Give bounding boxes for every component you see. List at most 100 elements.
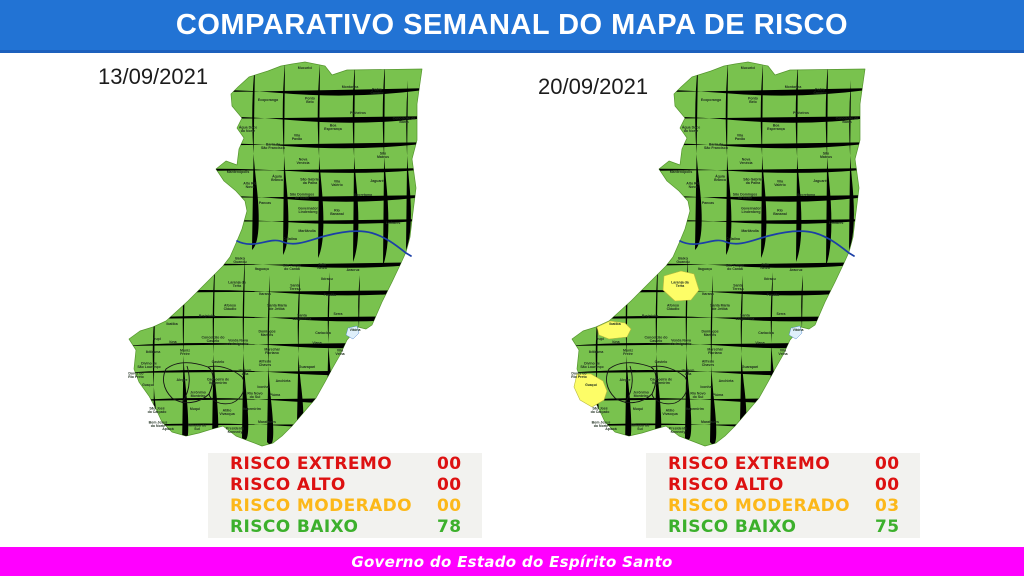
municipality-label: Governador Lindenberg: [741, 206, 761, 214]
municipality-label: Água Doce do Norte: [239, 124, 257, 133]
legend-label: RISCO MODERADO: [668, 496, 851, 516]
municipality-label: Brejetuba: [199, 314, 215, 318]
municipality-label: Montanha: [785, 85, 802, 89]
municipality-label: Vila Valério: [774, 179, 785, 187]
municipality-label: Alfredo Chaves: [702, 359, 715, 367]
moderate-risk-area-guacui: [573, 373, 608, 408]
municipality-label: Águia Branca: [714, 173, 726, 182]
municipality-label: Rio Bananal: [773, 208, 787, 216]
municipality-label: Dores do Rio Preto: [128, 371, 144, 379]
municipality-label: Ibitirama: [146, 350, 161, 354]
municipality-label: Viana: [312, 341, 321, 345]
municipality-label: Jerônimo Monteiro: [633, 390, 649, 398]
municipality-labels: Mucurici Montanha Pedro Canário Ecoporanga Po…: [571, 66, 858, 434]
municipality-label: João Neiva: [317, 262, 326, 270]
municipality-label: Marataízes: [701, 420, 719, 424]
municipality-label: Atílio Vivacqua: [219, 408, 234, 416]
municipality-label: Ponto Belo: [748, 96, 758, 104]
municipality-label: Santa Leopoldina: [736, 313, 755, 321]
municipality-label: Santa Maria de Jetibá: [267, 303, 287, 311]
municipality-label: Ibitirama: [589, 350, 604, 354]
municipality-label: Santa Teresa: [732, 283, 743, 291]
municipality-label: Linhares: [386, 221, 401, 225]
legend-row-baixo: RISCO BAIXO 78: [208, 517, 482, 538]
legend-value: 78: [437, 517, 462, 537]
municipality-label: Mucurici: [741, 66, 755, 70]
municipality-label: Vitória: [350, 328, 361, 332]
municipality-label: Pinheiros: [793, 111, 809, 115]
municipality-label: João Neiva: [760, 262, 769, 270]
municipality-label: Linhares: [829, 221, 844, 225]
municipality-labels: Mucurici Montanha Pedro Canário Ecoporanga Po…: [128, 66, 415, 434]
legend-label: RISCO MODERADO: [230, 496, 413, 516]
risk-legend-right: RISCO EXTREMO 00 RISCO ALTO 00 RISCO MOD…: [646, 453, 920, 538]
municipality-label: Iúna: [169, 340, 176, 344]
municipality-label: Castelo: [655, 360, 668, 364]
municipality-label: Alegre: [620, 378, 631, 382]
municipality-label: São José do Calçado: [148, 406, 167, 414]
legend-value: 00: [437, 454, 462, 474]
municipality-label: Presidente Kennedy: [669, 426, 687, 434]
municipality-label: Aracruz: [789, 268, 802, 272]
municipality-label: Brejetuba: [642, 314, 658, 318]
municipality-label: Vila Pavão: [292, 133, 302, 141]
moderate-risk-area-ibatiba: [596, 320, 632, 340]
municipality-label: Vargem Alta: [682, 368, 695, 376]
municipality-label: Santa Maria de Jetibá: [710, 303, 730, 311]
municipality-label: Ibiraçu: [764, 277, 775, 281]
municipality-label: Laranja da Terra: [228, 280, 246, 288]
municipality-label: Domingos Martins: [701, 329, 718, 337]
municipality-label: Marilândia: [741, 229, 758, 233]
municipality-label: São Domingos do Norte: [733, 192, 758, 200]
municipality-label: Ibatiba: [609, 322, 620, 326]
municipality-label: Presidente Kennedy: [226, 426, 244, 434]
municipality-label: Alto Rio Novo: [686, 181, 699, 189]
municipality-label: Ecoporanga: [701, 98, 721, 102]
municipality-label: Serra: [777, 312, 786, 316]
legend-label: RISCO BAIXO: [668, 517, 797, 537]
page-title: COMPARATIVO SEMANAL DO MAPA DE RISCO: [175, 8, 849, 41]
municipality-label: Pancas: [702, 201, 714, 205]
municipality-label: Apiacá: [605, 427, 617, 431]
risk-map-left: Mucurici Montanha Pedro Canário Ecoporanga Po…: [128, 61, 423, 447]
municipality-label: Vila Valério: [331, 179, 342, 187]
municipality-label: Governador Lindenberg: [298, 206, 318, 214]
municipality-label: Castelo: [212, 360, 225, 364]
municipality-label: Iconha: [700, 385, 711, 389]
municipality-label: Colatina: [726, 237, 740, 241]
municipality-label: Guarapari: [742, 365, 759, 369]
municipality-label: Alegre: [177, 378, 188, 382]
moderate-risk-area-laranja-da-terra: [662, 270, 700, 302]
municipality-label: Nova Venécia: [296, 157, 309, 165]
municipality-label: Fundão: [767, 293, 780, 297]
municipality-label: São Gabriel da Palha: [300, 177, 319, 185]
risk-map-right: Mucurici Montanha Pedro Canário Ecoporanga Po…: [571, 61, 866, 447]
legend-label: RISCO EXTREMO: [668, 454, 831, 474]
municipality-label: Santa Teresa: [289, 283, 300, 291]
moderate-risk-areas: [573, 270, 700, 408]
municipality-label: Mantenópolis: [670, 170, 693, 174]
municipality-label: Viana: [755, 341, 764, 345]
municipality-label: Anchieta: [276, 379, 291, 383]
municipality-label: Barra de São Francisco: [261, 142, 285, 150]
legend-label: RISCO ALTO: [668, 475, 784, 495]
municipality-label: Mantenópolis: [227, 170, 250, 174]
municipality-label: Jaguaré: [370, 179, 383, 183]
municipality-label: Marataízes: [258, 420, 276, 424]
legend-label: RISCO ALTO: [230, 475, 346, 495]
municipality-label: Rio Novo do Sul: [690, 391, 705, 399]
municipality-label: Itapemirim: [686, 407, 704, 411]
municipality-label: Vargem Alta: [239, 368, 252, 376]
municipality-label: Boa Esperança: [324, 123, 342, 131]
municipality-label: Conceição do Castelo: [645, 335, 668, 343]
municipality-label: Santa Leopoldina: [293, 313, 312, 321]
legend-row-extremo: RISCO EXTREMO 00: [646, 454, 920, 475]
footer-text: Governo do Estado do Espírito Santo: [351, 552, 673, 571]
municipality-label: Cachoeiro de Itapemirim: [650, 377, 672, 385]
municipality-label: Águia Branca: [271, 173, 283, 182]
map-date-right: 20/09/2021: [538, 74, 649, 99]
municipality-label: Irupi: [596, 337, 604, 341]
legend-row-alto: RISCO ALTO 00: [208, 475, 482, 496]
municipality-label: São José do Calçado: [591, 406, 610, 414]
municipality-label: Pinheiros: [350, 111, 366, 115]
